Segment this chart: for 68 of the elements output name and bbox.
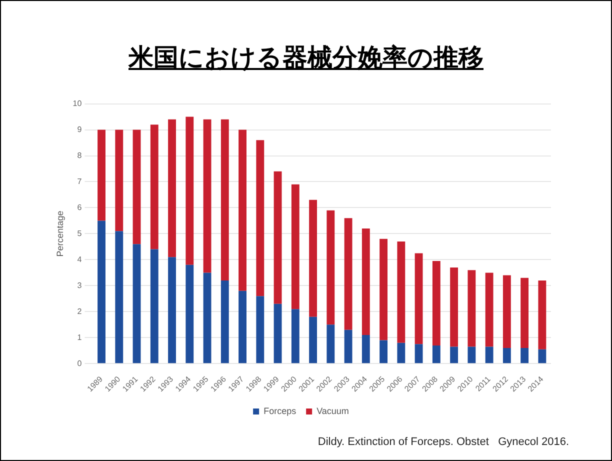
bar	[168, 257, 176, 364]
bar	[485, 272, 494, 347]
legend-label: Vacuum	[316, 406, 349, 416]
bar	[256, 140, 264, 296]
bar	[450, 267, 458, 347]
bar	[186, 116, 194, 265]
bar	[538, 349, 546, 364]
bar	[132, 244, 141, 364]
bar	[326, 210, 335, 325]
y-tick-label: 7	[77, 176, 82, 186]
y-tick-label: 8	[77, 150, 82, 160]
y-tick-label: 6	[77, 202, 82, 212]
y-tick-label: 0	[77, 358, 82, 368]
bar	[291, 184, 300, 310]
bar	[362, 228, 370, 336]
bar	[485, 346, 494, 364]
bar	[520, 348, 529, 364]
bar	[344, 218, 352, 330]
chart-title: 米国における器械分娩率の推移	[127, 42, 484, 74]
y-tick-label: 3	[77, 280, 82, 290]
bar	[238, 130, 246, 291]
bar	[309, 316, 317, 364]
bar	[238, 290, 246, 364]
y-tick-label: 2	[77, 306, 82, 316]
y-tick-label: 4	[77, 254, 82, 264]
bar	[274, 304, 282, 364]
bar	[468, 346, 476, 364]
bar	[502, 348, 511, 364]
bar	[203, 119, 212, 273]
y-tick-label: 10	[72, 99, 82, 108]
bar	[115, 231, 124, 364]
bar	[220, 280, 229, 364]
bar	[98, 130, 106, 221]
bar	[150, 249, 158, 364]
y-axis-title: Percentage	[54, 210, 65, 257]
bar	[380, 238, 388, 340]
y-tick-label: 5	[77, 228, 82, 238]
bar	[380, 340, 388, 364]
bar	[432, 345, 440, 364]
bar	[520, 278, 529, 348]
bar	[256, 296, 264, 364]
bar	[362, 335, 370, 364]
bar	[344, 330, 352, 364]
bar	[220, 119, 229, 280]
bar	[203, 272, 212, 364]
bar	[538, 280, 546, 350]
bar	[291, 309, 300, 364]
bar	[397, 242, 406, 343]
bar	[274, 171, 282, 304]
bar	[326, 324, 335, 364]
bar	[414, 344, 423, 364]
y-tick-label: 9	[77, 124, 82, 134]
bar	[309, 200, 317, 317]
bar	[414, 253, 423, 344]
bar	[150, 124, 158, 250]
bar	[397, 342, 406, 364]
text: Dildy. Extinction of Forceps. Obstet Gynecol 2016.	[318, 436, 569, 448]
bar	[115, 130, 124, 232]
legend-label: Forceps	[264, 406, 297, 416]
bar	[168, 119, 176, 258]
bar	[132, 130, 141, 244]
bar	[450, 346, 458, 364]
bar	[432, 260, 440, 346]
bar	[98, 220, 106, 364]
y-tick-label: 1	[77, 332, 82, 342]
bar	[186, 264, 194, 364]
bar	[468, 270, 476, 347]
bar	[502, 275, 511, 348]
